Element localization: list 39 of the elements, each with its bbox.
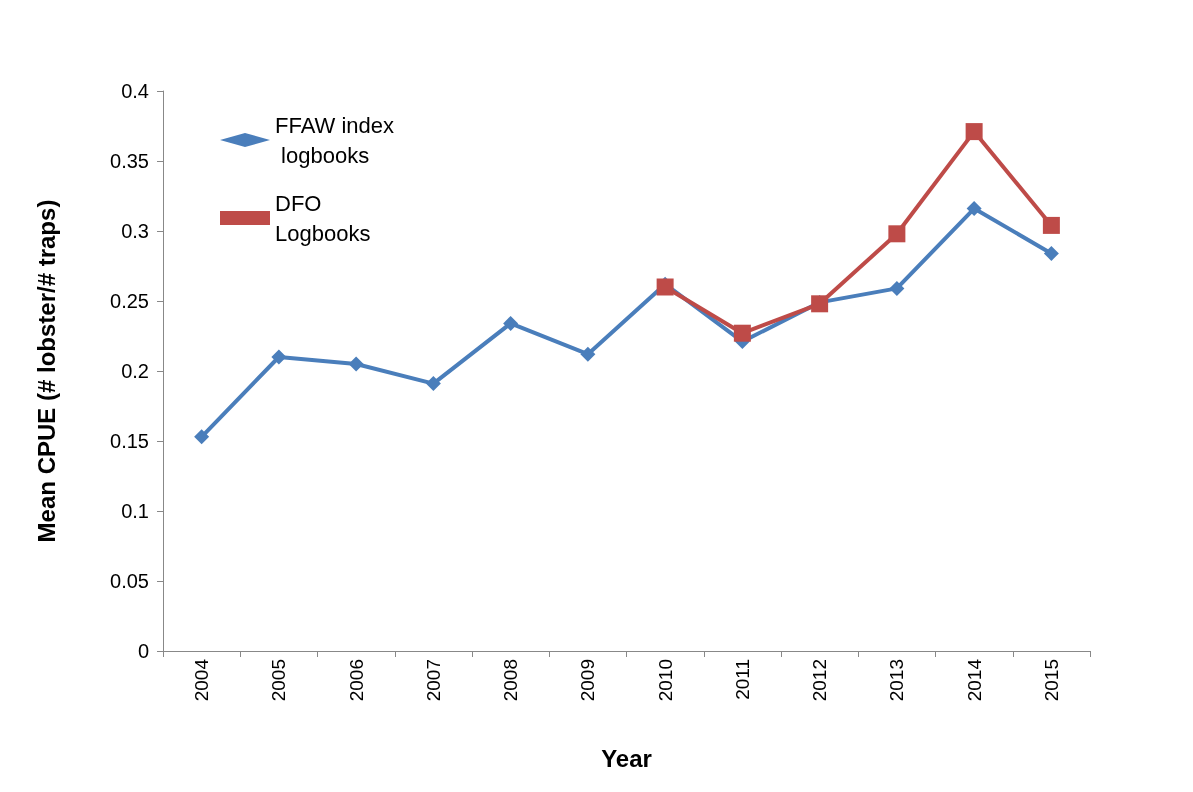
- point: [503, 315, 519, 331]
- legend-label: FFAW index logbooks: [275, 112, 394, 168]
- y-tick-label: 0.2: [121, 360, 149, 382]
- y-tick-label: 0.35: [110, 150, 149, 172]
- point: [425, 376, 441, 392]
- x-tick-label: 2008: [500, 659, 522, 702]
- y-tick-label: 0: [137, 640, 149, 662]
- legend-label: DFO Logbooks: [275, 190, 371, 246]
- x-tick-label: 2011: [731, 659, 753, 700]
- y-tick-label: 0.3: [121, 220, 149, 242]
- x-tick-label: 2014: [963, 658, 985, 702]
- point: [194, 429, 210, 445]
- y-tick-label: 0.1: [121, 500, 149, 522]
- y-tick-label: 0.15: [110, 430, 149, 452]
- point: [965, 123, 983, 141]
- x-tick-label: 2015: [1040, 659, 1062, 702]
- y-tick-label: 0.25: [110, 290, 149, 312]
- y-tick-label: 0.05: [110, 570, 149, 592]
- x-tick-label: 2004: [191, 658, 213, 702]
- x-tick-label: 2013: [886, 659, 908, 702]
- point: [1042, 216, 1060, 234]
- point: [889, 280, 905, 296]
- point: [348, 356, 364, 372]
- x-axis-title: Year: [601, 744, 652, 772]
- x-tick-label: 2006: [345, 659, 367, 702]
- point: [888, 225, 906, 243]
- point: [733, 324, 751, 342]
- point: [580, 346, 596, 362]
- x-tick-label: 2010: [654, 659, 676, 702]
- y-axis-title: Mean CPUE (# lobster/# traps): [32, 199, 60, 543]
- point: [966, 201, 982, 217]
- x-tick-label: 2012: [809, 659, 831, 702]
- x-tick-label: 2009: [577, 659, 599, 702]
- point: [656, 278, 674, 296]
- point: [1043, 245, 1059, 261]
- y-tick-label: 0.4: [121, 80, 149, 102]
- point: [271, 349, 287, 365]
- x-tick-label: 2007: [422, 659, 444, 702]
- x-tick-label: 2005: [268, 659, 290, 702]
